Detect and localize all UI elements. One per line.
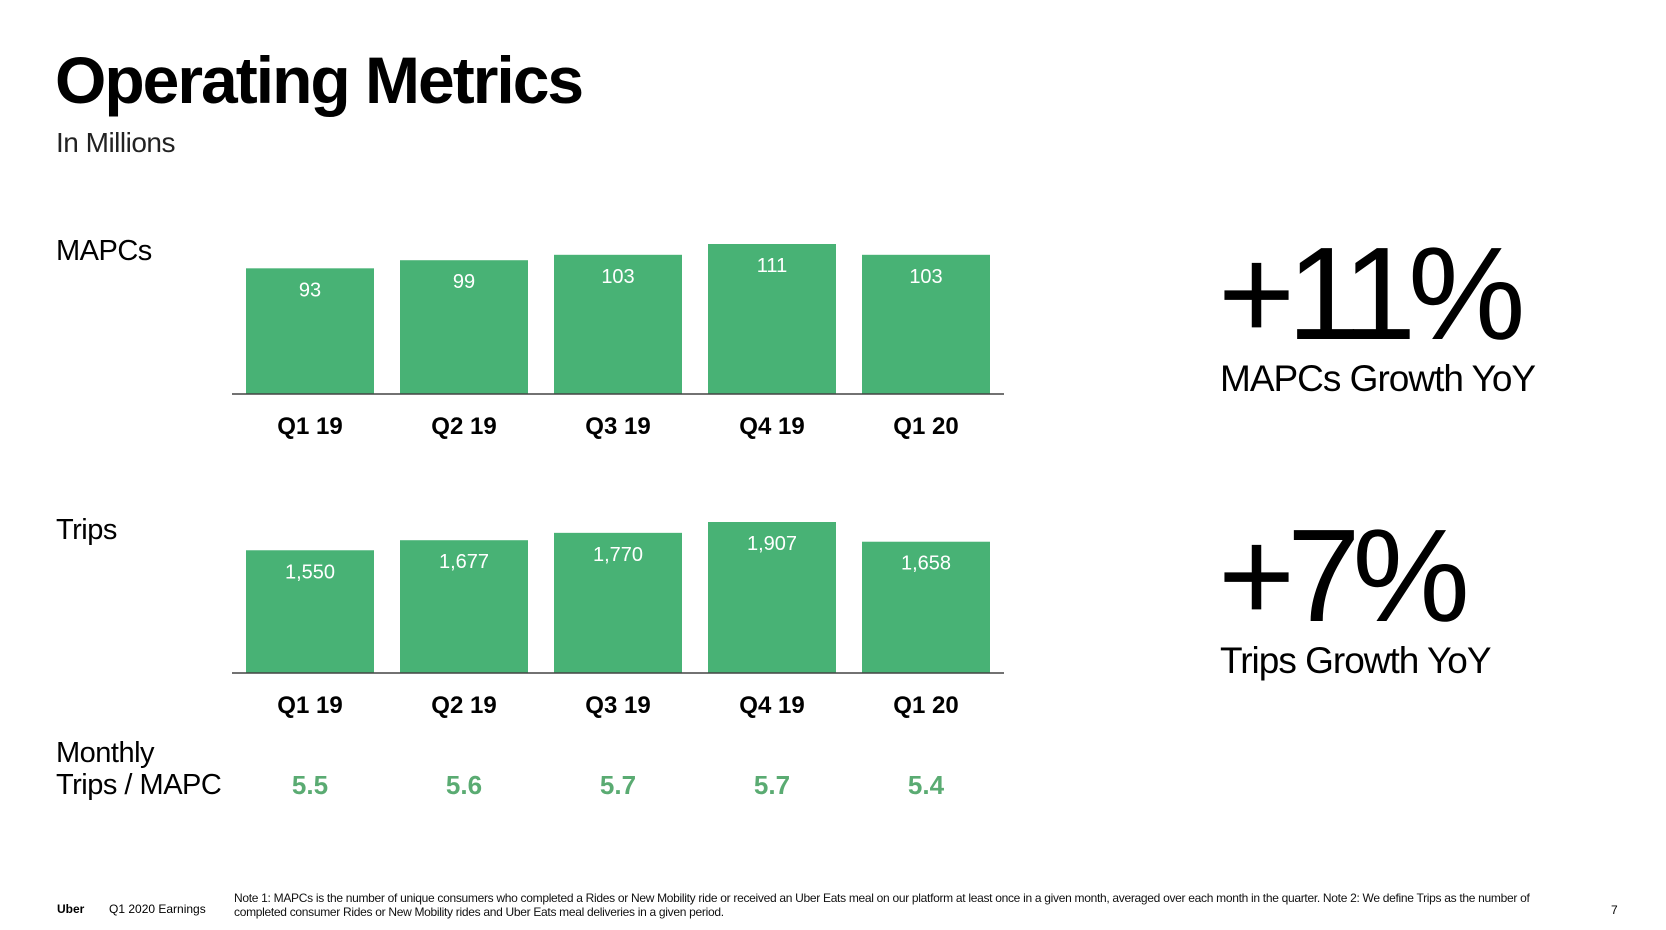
ratio-value-3: 5.7 (754, 770, 790, 800)
tick-label-1-0: Q1 19 (277, 692, 342, 719)
mapcs-growth-value: +11% (1218, 220, 1525, 367)
value-label-0-4: 103 (909, 266, 942, 288)
footnote: Note 1: MAPCs is the number of unique co… (234, 891, 1530, 919)
value-label-1-0: 1,550 (285, 561, 335, 583)
footer-report-name: Q1 2020 Earnings (109, 902, 206, 916)
ratio-row-label: Monthly Trips / MAPC (56, 737, 222, 801)
tick-label-0-3: Q4 19 (739, 413, 804, 440)
bar-0-0 (246, 268, 374, 394)
value-label-0-2: 103 (601, 266, 634, 288)
ratio-value-2: 5.7 (600, 770, 636, 800)
tick-label-1-2: Q3 19 (585, 692, 650, 719)
page-subtitle: In Millions (56, 127, 175, 158)
value-label-0-1: 99 (453, 271, 475, 293)
trips-growth-label: Trips Growth YoY (1220, 640, 1492, 681)
bar-0-1 (400, 260, 528, 394)
bar-0-3 (708, 244, 836, 394)
value-label-0-0: 93 (299, 279, 321, 301)
value-label-1-1: 1,677 (439, 551, 489, 573)
chart-0: 93 Q1 19 99 Q2 19 103 Q3 19 111 Q4 19 103 Q1 20 (232, 244, 1004, 440)
tick-label-0-1: Q2 19 (431, 413, 496, 440)
page-number: 7 (1611, 903, 1618, 917)
bar-1-0 (246, 550, 374, 673)
bar-1-4 (862, 541, 990, 673)
ratio-value-4: 5.4 (908, 770, 945, 800)
tick-label-1-3: Q4 19 (739, 692, 804, 719)
tick-label-0-0: Q1 19 (277, 413, 342, 440)
ratio-values: 5.5 5.6 5.7 5.7 5.4 (292, 770, 945, 800)
page-title: Operating Metrics (55, 43, 584, 117)
tick-label-0-2: Q3 19 (585, 413, 650, 440)
value-label-1-4: 1,658 (901, 553, 951, 575)
value-label-1-2: 1,770 (593, 544, 643, 566)
ratio-value-0: 5.5 (292, 770, 328, 800)
bar-1-1 (400, 540, 528, 673)
bar-0-4 (862, 254, 990, 394)
chart-1: 1,550 Q1 19 1,677 Q2 19 1,770 Q3 19 1,907 Q4 19… (232, 522, 1004, 719)
tick-label-1-1: Q2 19 (431, 692, 496, 719)
trips-row-label: Trips (56, 514, 117, 546)
trips-growth-value: +7% (1218, 502, 1470, 649)
value-label-0-3: 111 (757, 255, 787, 277)
mapcs-growth-label: MAPCs Growth YoY (1220, 358, 1536, 399)
ratio-label-line2: Trips / MAPC (56, 769, 222, 801)
tick-label-0-4: Q1 20 (893, 413, 958, 440)
ratio-label-line1: Monthly (56, 737, 155, 769)
mapcs-row-label: MAPCs (56, 235, 152, 267)
bar-0-2 (554, 254, 682, 394)
value-label-1-3: 1,907 (747, 533, 797, 555)
tick-label-1-4: Q1 20 (893, 692, 958, 719)
footer-brand: Uber (57, 902, 85, 916)
ratio-value-1: 5.6 (446, 770, 482, 800)
bar-1-2 (554, 532, 682, 673)
bar-1-3 (708, 522, 836, 673)
